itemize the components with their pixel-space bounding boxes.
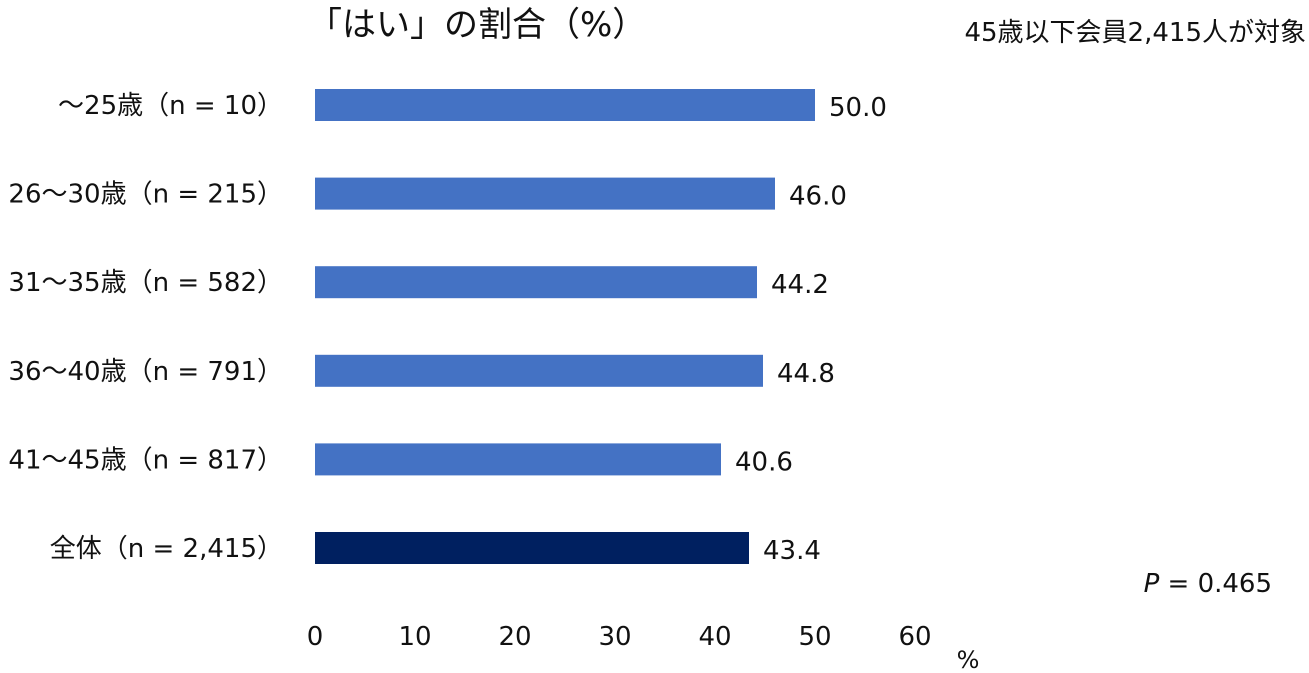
x-axis-unit-label: % <box>957 646 980 673</box>
bar <box>315 177 775 210</box>
x-tick-label: 40 <box>698 622 731 652</box>
category-label: 41～45歳（n = 817） <box>8 445 283 475</box>
bar-value-label: 44.8 <box>777 359 835 389</box>
bar <box>315 266 757 299</box>
bars-layer: ～25歳（n = 10） 50.0 26～30歳（n = 215） 46.0 31～35… <box>8 89 887 566</box>
bar <box>315 443 721 476</box>
p-value-annotation: P = 0.465 <box>1144 569 1272 599</box>
category-label: 31～35歳（n = 582） <box>8 268 283 298</box>
bar-total <box>315 532 749 564</box>
x-tick-label: 60 <box>898 622 931 652</box>
bar <box>315 89 815 121</box>
x-tick-label: 0 <box>307 622 324 652</box>
category-label: ～25歳（n = 10） <box>58 91 283 121</box>
p-value-symbol: P <box>1144 569 1160 599</box>
chart-title: 「はい」の割合（%） <box>308 5 646 45</box>
bar-value-label: 46.0 <box>789 182 847 212</box>
x-tick-label: 50 <box>798 622 831 652</box>
x-tick-label: 30 <box>598 622 631 652</box>
bar-value-label: 43.4 <box>763 536 821 566</box>
category-label: 36～40歳（n = 791） <box>8 357 283 387</box>
x-tick-label: 20 <box>498 622 531 652</box>
bar <box>315 354 763 387</box>
category-label: 全体（n = 2,415） <box>50 534 283 564</box>
x-axis-ticks: 0 10 20 30 40 50 60 <box>307 622 932 652</box>
category-label: 26～30歳（n = 215） <box>8 180 283 210</box>
x-tick-label: 10 <box>398 622 431 652</box>
bar-value-label: 50.0 <box>829 93 887 123</box>
bar-value-label: 40.6 <box>735 447 793 477</box>
chart-subtitle: 45歳以下会員2,415人が対象 <box>964 18 1306 48</box>
bar-value-label: 44.2 <box>771 270 829 300</box>
p-value-text: = 0.465 <box>1159 569 1272 599</box>
